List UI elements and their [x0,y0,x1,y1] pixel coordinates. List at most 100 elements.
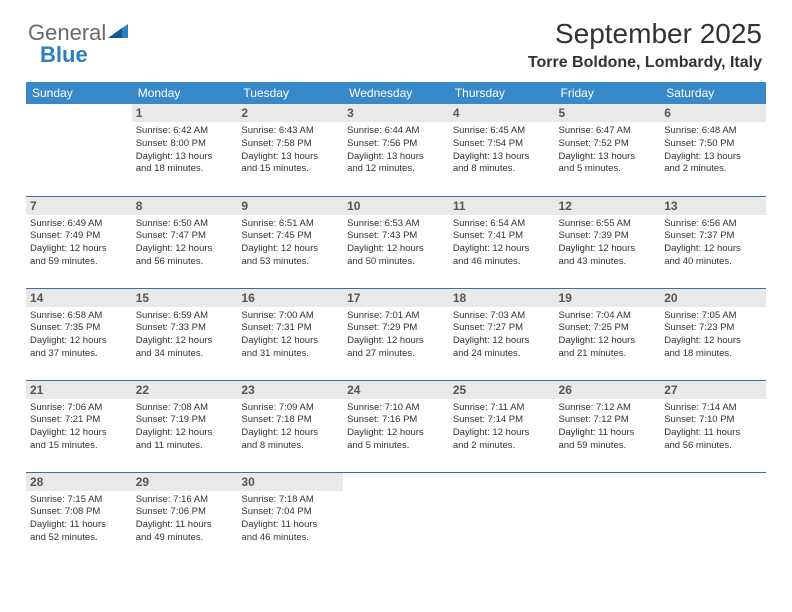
day-info-line: and 49 minutes. [136,532,234,545]
calendar-empty-cell [343,472,449,564]
calendar-week-row: 1Sunrise: 6:42 AMSunset: 8:00 PMDaylight… [26,104,766,196]
logo-triangle-icon [108,22,130,40]
day-number: 4 [449,104,555,122]
day-info-line: Sunrise: 7:14 AM [664,402,762,415]
day-info-line: Daylight: 13 hours [241,151,339,164]
calendar-empty-cell [555,472,661,564]
day-info-line: Sunrise: 6:55 AM [559,218,657,231]
day-number: 17 [343,289,449,307]
day-info-line: and 27 minutes. [347,348,445,361]
calendar-week-row: 21Sunrise: 7:06 AMSunset: 7:21 PMDayligh… [26,380,766,472]
day-info-line: Daylight: 12 hours [241,335,339,348]
day-info-line: Sunset: 7:58 PM [241,138,339,151]
day-info-line: and 46 minutes. [453,256,551,269]
day-info-line: Sunrise: 6:45 AM [453,125,551,138]
calendar-day-cell: 3Sunrise: 6:44 AMSunset: 7:56 PMDaylight… [343,104,449,196]
day-info-line: Daylight: 12 hours [136,427,234,440]
calendar-day-cell: 29Sunrise: 7:16 AMSunset: 7:06 PMDayligh… [132,472,238,564]
day-header: Wednesday [343,82,449,104]
day-info-line: and 11 minutes. [136,440,234,453]
day-info-line: Daylight: 12 hours [559,335,657,348]
day-number: 25 [449,381,555,399]
calendar-week-row: 7Sunrise: 6:49 AMSunset: 7:49 PMDaylight… [26,196,766,288]
day-info-line: Sunrise: 7:11 AM [453,402,551,415]
day-info-line: and 37 minutes. [30,348,128,361]
day-info-line: Sunset: 7:12 PM [559,414,657,427]
day-number: 7 [26,197,132,215]
day-info-line: Daylight: 11 hours [241,519,339,532]
day-info-line: and 8 minutes. [453,163,551,176]
day-info-line: Sunset: 7:06 PM [136,506,234,519]
day-info-line: Daylight: 12 hours [30,427,128,440]
day-info-line: Sunset: 7:04 PM [241,506,339,519]
calendar-day-cell: 1Sunrise: 6:42 AMSunset: 8:00 PMDaylight… [132,104,238,196]
day-info-line: Sunset: 7:33 PM [136,322,234,335]
day-info-line: Sunset: 7:54 PM [453,138,551,151]
day-info-line: Sunrise: 7:16 AM [136,494,234,507]
day-info-line: Sunrise: 6:54 AM [453,218,551,231]
day-info-line: and 43 minutes. [559,256,657,269]
calendar-day-cell: 15Sunrise: 6:59 AMSunset: 7:33 PMDayligh… [132,288,238,380]
calendar-day-cell: 2Sunrise: 6:43 AMSunset: 7:58 PMDaylight… [237,104,343,196]
day-number: 5 [555,104,661,122]
day-number: 24 [343,381,449,399]
calendar-day-cell: 6Sunrise: 6:48 AMSunset: 7:50 PMDaylight… [660,104,766,196]
day-info-line: Sunset: 7:23 PM [664,322,762,335]
day-info-line: and 2 minutes. [664,163,762,176]
day-info-line: Sunrise: 7:18 AM [241,494,339,507]
day-number: 30 [237,473,343,491]
calendar-day-cell: 4Sunrise: 6:45 AMSunset: 7:54 PMDaylight… [449,104,555,196]
day-info-line: and 5 minutes. [559,163,657,176]
calendar-week-row: 28Sunrise: 7:15 AMSunset: 7:08 PMDayligh… [26,472,766,564]
day-info-line: Daylight: 12 hours [30,243,128,256]
day-number: 20 [660,289,766,307]
day-number: 27 [660,381,766,399]
day-info-line: Sunset: 7:18 PM [241,414,339,427]
day-info-line: Sunset: 7:39 PM [559,230,657,243]
calendar-day-cell: 27Sunrise: 7:14 AMSunset: 7:10 PMDayligh… [660,380,766,472]
day-info-line: Daylight: 12 hours [559,243,657,256]
day-info-line: Sunrise: 7:04 AM [559,310,657,323]
calendar-empty-cell [449,472,555,564]
day-number: 3 [343,104,449,122]
day-info-line: Sunrise: 6:48 AM [664,125,762,138]
day-info-line: and 34 minutes. [136,348,234,361]
day-info-line: Sunset: 7:41 PM [453,230,551,243]
day-info-line: and 56 minutes. [136,256,234,269]
page-title: September 2025 [555,18,762,50]
day-info-line: and 52 minutes. [30,532,128,545]
day-info-line: and 24 minutes. [453,348,551,361]
calendar-day-cell: 18Sunrise: 7:03 AMSunset: 7:27 PMDayligh… [449,288,555,380]
day-info-line: Sunset: 7:52 PM [559,138,657,151]
day-info-line: Sunset: 8:00 PM [136,138,234,151]
day-info-line: and 5 minutes. [347,440,445,453]
calendar-day-cell: 26Sunrise: 7:12 AMSunset: 7:12 PMDayligh… [555,380,661,472]
day-info-line: Sunrise: 7:09 AM [241,402,339,415]
day-info-line: and 2 minutes. [453,440,551,453]
day-info-line: Daylight: 12 hours [136,243,234,256]
calendar-day-cell: 24Sunrise: 7:10 AMSunset: 7:16 PMDayligh… [343,380,449,472]
day-info-line: Sunset: 7:14 PM [453,414,551,427]
day-info-line: and 15 minutes. [30,440,128,453]
day-info-line: Sunrise: 7:01 AM [347,310,445,323]
day-info-line: Sunrise: 7:12 AM [559,402,657,415]
logo-text-2: Blue [40,42,88,68]
day-info-line: Sunset: 7:25 PM [559,322,657,335]
day-info-line: Daylight: 12 hours [453,243,551,256]
day-info-line: Sunset: 7:16 PM [347,414,445,427]
calendar-day-cell: 23Sunrise: 7:09 AMSunset: 7:18 PMDayligh… [237,380,343,472]
calendar-empty-cell [26,104,132,196]
day-number: 21 [26,381,132,399]
day-info-line: Daylight: 12 hours [241,243,339,256]
day-info-line: and 12 minutes. [347,163,445,176]
day-info-line: Sunrise: 7:15 AM [30,494,128,507]
day-info-line: Daylight: 11 hours [559,427,657,440]
calendar-day-cell: 19Sunrise: 7:04 AMSunset: 7:25 PMDayligh… [555,288,661,380]
day-info-line: Sunset: 7:45 PM [241,230,339,243]
day-info-line: Sunrise: 6:44 AM [347,125,445,138]
day-number: 15 [132,289,238,307]
day-info-line: Sunset: 7:37 PM [664,230,762,243]
calendar-day-cell: 8Sunrise: 6:50 AMSunset: 7:47 PMDaylight… [132,196,238,288]
day-number: 18 [449,289,555,307]
day-number: 29 [132,473,238,491]
